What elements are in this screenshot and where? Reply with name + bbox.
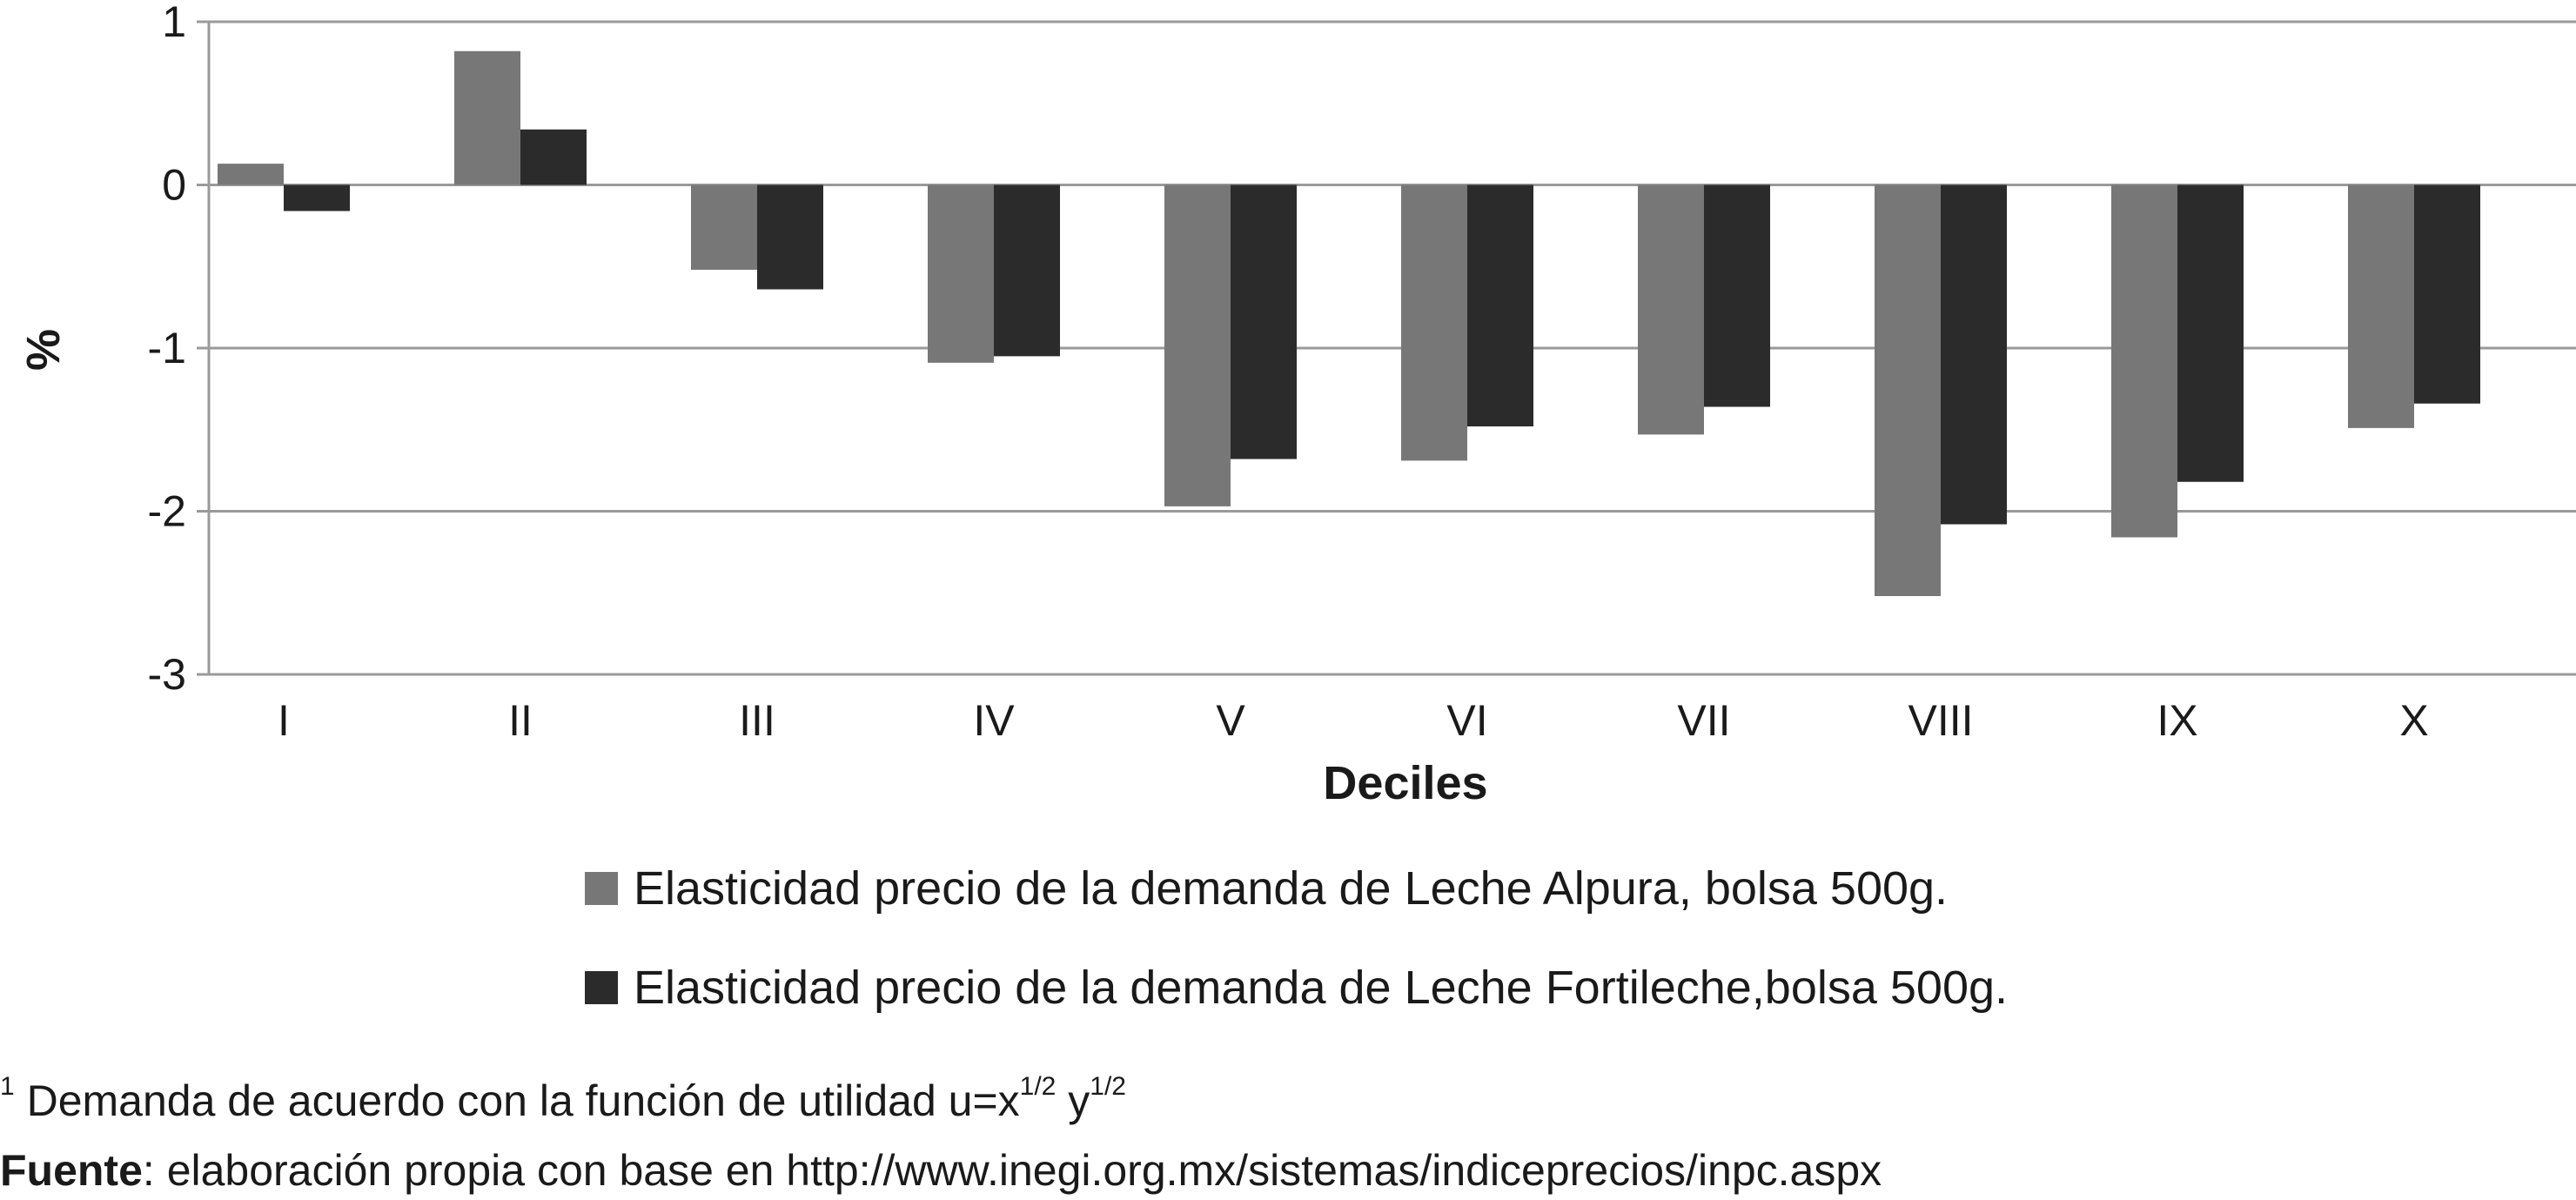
x-tick-label: I — [278, 696, 290, 745]
x-axis-title: Deciles — [1323, 757, 1487, 809]
bar-fortileche-vi — [1467, 184, 1533, 426]
y-tick-label: -1 — [148, 324, 186, 372]
footnote-text-y: y — [1056, 1076, 1090, 1125]
bar-alpura-iii — [691, 184, 757, 270]
bar-chart: 10-1-2-3I II III IV V VI VII VIII IX X % Deciles — [17, 0, 2576, 809]
footnote-utility: 1 Demanda de acuerdo con la función de u… — [0, 1072, 1126, 1126]
x-tick-label: VIII — [1908, 696, 1973, 745]
bar-fortileche-viii — [1941, 184, 2007, 525]
footnote-text: Demanda de acuerdo con la función de uti… — [14, 1076, 1020, 1125]
bar-alpura-v — [1164, 184, 1231, 506]
bar-alpura-ix — [2111, 184, 2177, 538]
x-tick-label: X — [2399, 696, 2428, 745]
source-text: : elaboración propia con base en http://… — [142, 1146, 1882, 1195]
tick-labels: 10-1-2-3I II III IV V VI VII VIII IX X — [148, 0, 2429, 745]
bars — [218, 50, 2480, 596]
bar-alpura-i — [218, 164, 284, 185]
legend-label-alpura: Elasticidad precio de la demanda de Lech… — [634, 862, 1949, 915]
legend-label-fortileche: Elasticidad precio de la demanda de Lech… — [634, 962, 2009, 1014]
footnote-exponent-x: 1/2 — [1019, 1072, 1057, 1101]
bar-alpura-ii — [454, 50, 520, 185]
y-tick-label: 0 — [162, 161, 186, 210]
x-tick-label: IV — [973, 696, 1015, 745]
legend-swatch-alpura — [585, 872, 618, 905]
legend: Elasticidad precio de la demanda de Lech… — [585, 862, 2009, 1062]
x-tick-label: VI — [1446, 696, 1487, 745]
x-tick-label: V — [1216, 696, 1245, 745]
y-tick-label: -2 — [148, 487, 186, 536]
bar-fortileche-vii — [1704, 184, 1770, 407]
footnote-exponent-y: 1/2 — [1090, 1072, 1126, 1101]
x-tick-label: IX — [2157, 696, 2197, 745]
x-tick-label: III — [739, 696, 775, 745]
bar-alpura-vi — [1401, 184, 1467, 461]
bar-fortileche-ii — [520, 129, 587, 185]
bar-alpura-iv — [928, 184, 994, 363]
bar-fortileche-i — [284, 184, 350, 211]
bar-fortileche-ix — [2177, 184, 2244, 482]
y-tick-label: 1 — [162, 0, 186, 46]
bar-fortileche-iii — [757, 184, 823, 290]
y-tick-label: -3 — [148, 650, 186, 699]
bar-fortileche-x — [2414, 184, 2480, 404]
legend-swatch-fortileche — [585, 971, 618, 1004]
footnote-source: Fuente: elaboración propia con base en h… — [0, 1145, 1882, 1196]
bar-alpura-viii — [1875, 184, 1941, 596]
legend-item-alpura: Elasticidad precio de la demanda de Lech… — [585, 862, 2008, 915]
source-label: Fuente — [0, 1146, 143, 1195]
x-tick-label: II — [508, 696, 533, 745]
footnote-marker: 1 — [0, 1072, 15, 1101]
bar-fortileche-v — [1231, 184, 1297, 459]
y-axis-title: % — [17, 329, 70, 371]
bar-alpura-vii — [1638, 184, 1704, 435]
x-tick-label: VII — [1677, 696, 1730, 745]
legend-item-fortileche: Elasticidad precio de la demanda de Lech… — [585, 962, 2009, 1014]
axes — [197, 20, 211, 676]
bar-fortileche-iv — [994, 184, 1060, 357]
bar-alpura-x — [2348, 184, 2414, 428]
